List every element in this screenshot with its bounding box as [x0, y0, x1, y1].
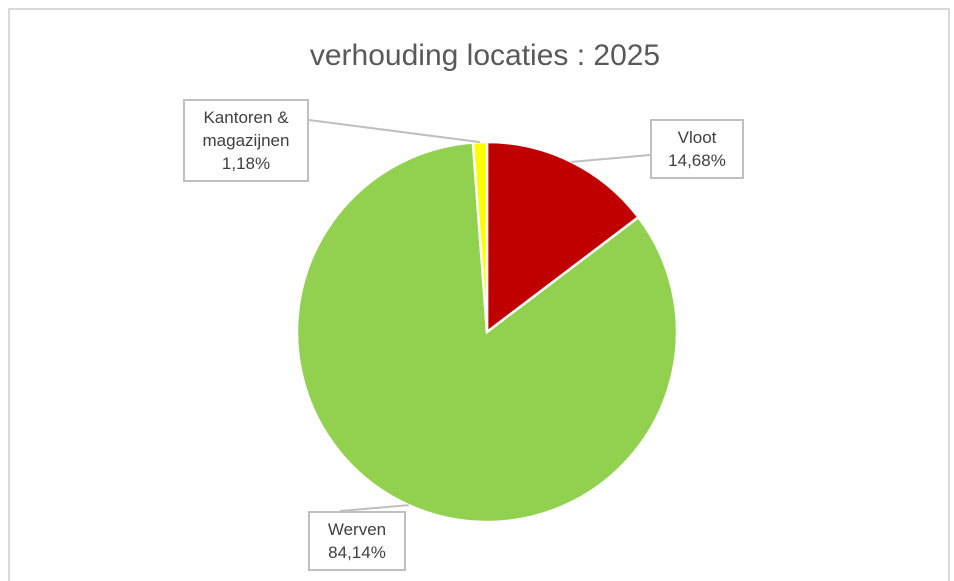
value-label: 1,18% — [221, 154, 271, 173]
data-label: Kantoren & magazijnen 1,18% — [183, 99, 309, 182]
data-label: Werven 84,14% — [308, 511, 406, 571]
chart-border — [8, 8, 950, 581]
leader-line — [308, 119, 481, 144]
data-label: Vloot 14,68% — [650, 119, 744, 179]
pie-slice — [295, 141, 679, 524]
value-label: 14,68% — [668, 151, 726, 170]
category-name: Kantoren & magazijnen — [202, 108, 290, 150]
leader-line — [339, 504, 409, 512]
value-label: 84,14% — [328, 543, 386, 562]
category-name: Werven — [327, 520, 387, 539]
chart-title: verhouding locaties : 2025 — [310, 39, 660, 72]
pie-slice — [471, 140, 489, 333]
category-name: Vloot — [677, 128, 717, 147]
leader-line — [571, 154, 651, 163]
